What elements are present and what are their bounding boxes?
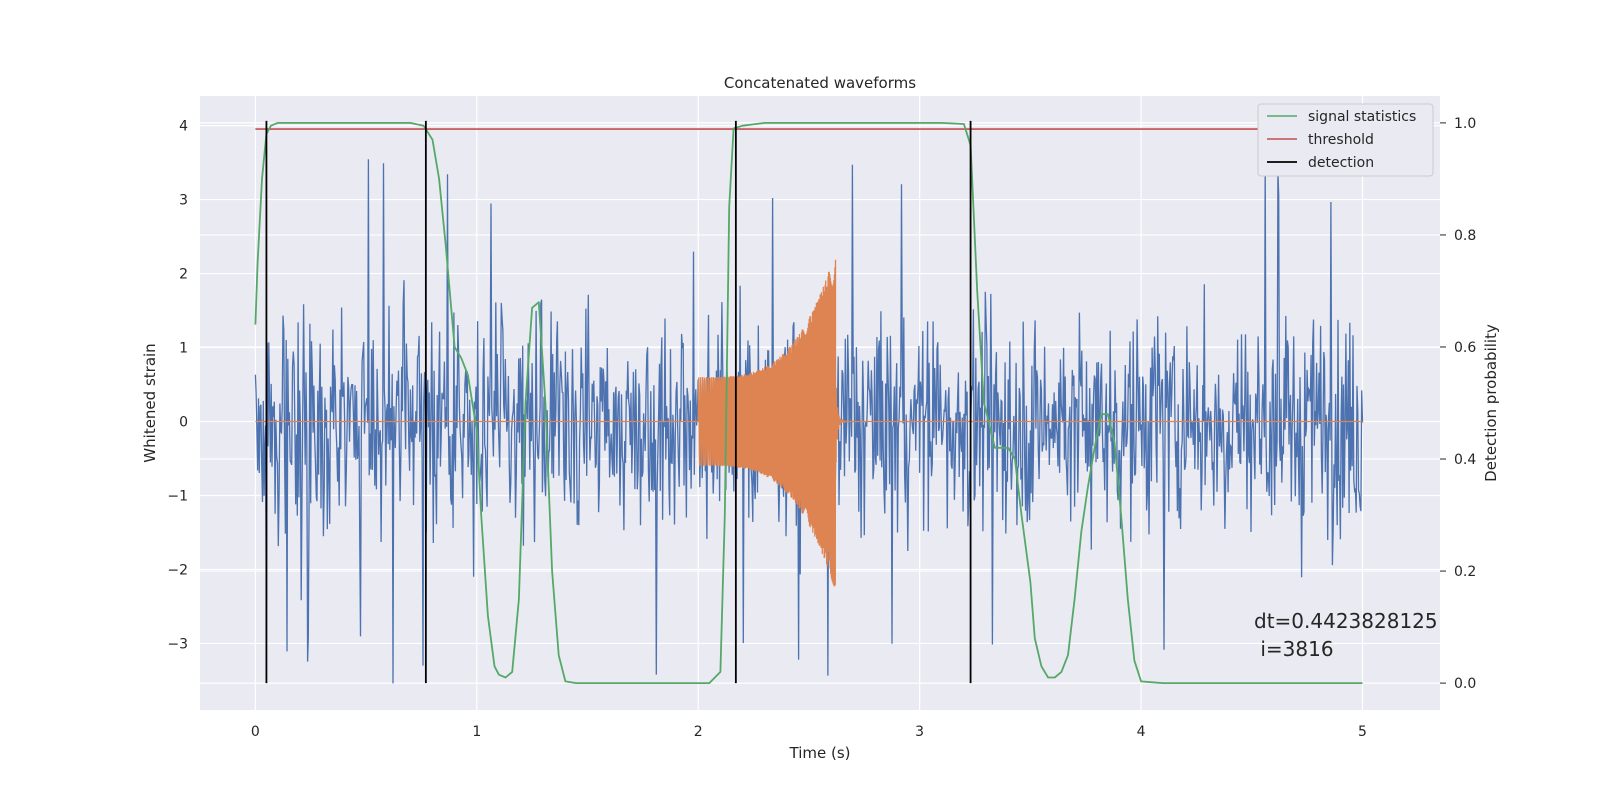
x-tick-label: 2 [694, 724, 703, 740]
y-tick-label: −3 [167, 636, 188, 652]
y-tick-label: −1 [167, 488, 188, 504]
y2-tick-label: 0.0 [1454, 676, 1476, 692]
plot-area [254, 120, 1364, 684]
y2-tick-label: 0.8 [1454, 228, 1476, 244]
y2-tick-label: 0.4 [1454, 452, 1476, 468]
template-chirp-line [255, 259, 1363, 587]
y-tick-label: 1 [179, 341, 188, 357]
x-tick-label: 5 [1358, 724, 1367, 740]
y-tick-label: 0 [179, 414, 188, 430]
y2-tick-label: 0.6 [1454, 340, 1476, 356]
legend-box [1257, 103, 1434, 177]
y-axis-label: Whitened strain [141, 343, 159, 462]
signal-statistics-line [254, 122, 1363, 684]
y-tick-label: 4 [179, 119, 188, 135]
y-tick-label: 3 [179, 193, 188, 209]
x-axis-label: Time (s) [789, 744, 851, 762]
y2-axis-label: Detection probability [1482, 324, 1500, 482]
annotation-i: i=3816 [1254, 637, 1334, 661]
annotation-dt: dt=0.4423828125 [1254, 609, 1438, 633]
x-tick-label: 3 [915, 724, 924, 740]
x-tick-label: 0 [251, 724, 260, 740]
y2-tick-label: 1.0 [1454, 116, 1476, 132]
legend-label-signal: signal statistics [1308, 109, 1416, 125]
axes: 0 1 2 3 4 5 −3 −2 −1 0 1 2 3 4 0.0 0.2 0.4 0.6 0.8 1.0 [167, 116, 1476, 740]
legend-label-detection: detection [1308, 155, 1374, 171]
y-tick-label: −2 [167, 562, 188, 578]
y2-tick-label: 0.2 [1454, 564, 1476, 580]
legend: signal statistics threshold detection [1257, 103, 1434, 177]
x-tick-label: 1 [472, 724, 481, 740]
legend-label-threshold: threshold [1308, 132, 1374, 148]
y-tick-label: 2 [179, 267, 188, 283]
x-tick-label: 4 [1137, 724, 1146, 740]
chart-title: Concatenated waveforms [724, 74, 916, 92]
